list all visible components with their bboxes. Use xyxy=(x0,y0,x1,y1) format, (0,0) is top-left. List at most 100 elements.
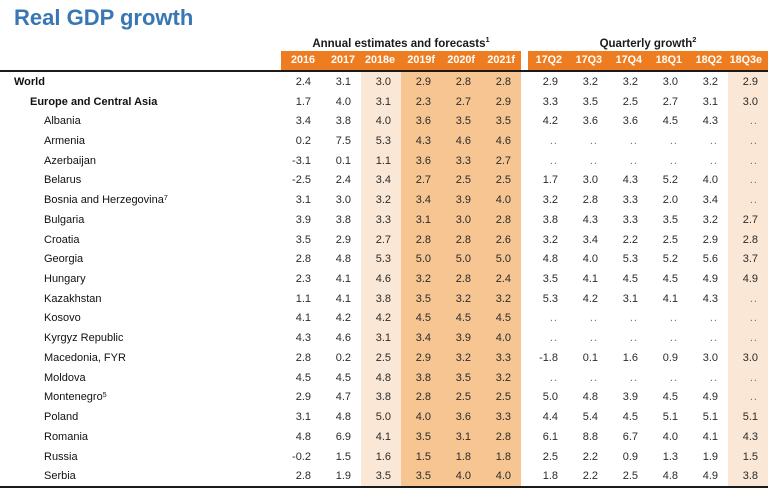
data-cell: 4.6 xyxy=(361,269,401,289)
data-cell: 2.5 xyxy=(441,387,481,408)
data-cell: 3.2 xyxy=(481,288,521,309)
data-cell: 2.8 xyxy=(295,253,311,266)
data-cell: 3.1 xyxy=(702,95,718,108)
row-gap xyxy=(521,407,528,427)
data-cell: .. xyxy=(629,312,638,325)
data-cell: 3.3 xyxy=(622,194,638,207)
data-cell: 4.0 xyxy=(702,174,718,187)
data-cell: 4.3 xyxy=(728,426,768,447)
data-cell: 3.5 xyxy=(401,288,441,309)
data-cell: 2.7 xyxy=(361,229,401,250)
data-cell: 5.3 xyxy=(542,292,558,305)
data-cell: 2.9 xyxy=(481,91,521,112)
data-cell: 3.4 xyxy=(582,233,598,246)
row-label: Kazakhstan xyxy=(44,292,102,305)
data-cell: 4.5 xyxy=(335,371,351,384)
data-cell: .. xyxy=(709,312,718,325)
data-cell: 3.0 xyxy=(728,91,768,112)
row-gap xyxy=(521,190,528,210)
table-row: Moldova 4.5 4.5 4.8 3.8 3.5 3.2............ xyxy=(0,367,768,388)
data-cell: -1.8 xyxy=(539,351,558,364)
data-cell: 3.5 xyxy=(401,426,441,447)
data-cell: 2.8 xyxy=(295,470,311,483)
data-cell: 5.4 xyxy=(582,411,598,424)
data-cell: 4.0 xyxy=(335,95,351,108)
data-cell: 2.5 xyxy=(542,450,558,463)
data-cell: 3.2 xyxy=(361,190,401,211)
data-cell: 3.5 xyxy=(441,367,481,388)
data-cell: 3.5 xyxy=(481,111,521,132)
data-cell: 4.0 xyxy=(481,328,521,349)
data-cell: .. xyxy=(728,288,768,309)
gdp-table: Annual estimates and forecasts1 Quarterl… xyxy=(0,33,768,489)
data-cell: 3.2 xyxy=(481,367,521,388)
data-cell: 4.0 xyxy=(481,190,521,211)
data-cell: 3.2 xyxy=(441,348,481,368)
data-cell: 3.6 xyxy=(441,407,481,427)
row-label: Bulgaria xyxy=(44,213,85,226)
table-row: Kazakhstan 1.1 4.1 3.8 3.5 3.2 3.2 5.3 4.2 3.1 4.1… xyxy=(0,288,768,309)
data-cell: 3.1 xyxy=(295,411,311,424)
data-cell: 5.1 xyxy=(728,407,768,427)
table-row: Hungary 2.3 4.1 4.6 3.2 2.8 2.4 3.5 4.1 4.5 4.5 4.9… xyxy=(0,269,768,289)
data-cell: 5.2 xyxy=(662,174,678,187)
data-cell: 4.6 xyxy=(441,131,481,151)
data-cell: 2.4 xyxy=(335,174,351,187)
data-cell: 2.5 xyxy=(622,95,638,108)
data-cell: 1.5 xyxy=(401,446,441,467)
data-cell: 4.1 xyxy=(295,312,311,325)
data-cell: 3.9 xyxy=(441,328,481,349)
row-label: Bosnia and Herzegovina 7 xyxy=(44,194,168,207)
data-cell: 4.1 xyxy=(582,273,598,286)
data-cell: .. xyxy=(549,332,558,345)
data-cell: 1.7 xyxy=(542,174,558,187)
quarterly-group-footnote: 2 xyxy=(692,35,697,45)
row-gap xyxy=(521,466,528,486)
data-cell: 4.0 xyxy=(662,430,678,443)
data-cell: 1.8 xyxy=(481,446,521,467)
data-cell: 3.3 xyxy=(481,407,521,427)
quarterly-group-header: Quarterly growth2 xyxy=(528,35,768,50)
column-header: 2016 xyxy=(281,51,321,70)
data-cell: 5.0 xyxy=(481,249,521,270)
row-gap xyxy=(521,131,528,151)
row-gap xyxy=(521,309,528,329)
row-label: Kyrgyz Republic xyxy=(44,332,124,345)
data-cell: 4.1 xyxy=(361,426,401,447)
data-cell: 2.9 xyxy=(728,72,768,92)
data-cell: 3.6 xyxy=(622,115,638,128)
data-cell: 4.9 xyxy=(702,391,718,404)
data-cell: .. xyxy=(728,170,768,191)
data-cell: 3.4 xyxy=(401,328,441,349)
data-cell: 0.1 xyxy=(335,154,351,167)
data-cell: 3.2 xyxy=(542,194,558,207)
data-cell: 0.1 xyxy=(582,351,598,364)
table-row: Serbia 2.8 1.9 3.5 3.5 4.0 4.0 1.8 2.2 2.5 4.8 4.9 3… xyxy=(0,466,768,487)
data-cell: 4.9 xyxy=(702,273,718,286)
data-cell: .. xyxy=(669,332,678,345)
data-cell: 2.8 xyxy=(728,229,768,250)
data-cell: 4.1 xyxy=(335,292,351,305)
row-label: Europe and Central Asia xyxy=(30,95,158,108)
data-cell: 6.1 xyxy=(542,430,558,443)
data-cell: 4.8 xyxy=(335,411,351,424)
data-cell: 1.8 xyxy=(441,446,481,467)
data-cell: 4.2 xyxy=(335,312,351,325)
column-header-row: 2016 2017 2018e 2019f 2020f 2021f 17Q2 17Q3 17Q… xyxy=(0,51,768,72)
row-label: Hungary xyxy=(44,273,86,286)
data-cell: 4.3 xyxy=(622,174,638,187)
data-cell: 2.8 xyxy=(441,269,481,289)
data-cell: 2.8 xyxy=(582,194,598,207)
column-header-spacer xyxy=(0,51,281,70)
data-cell: 4.4 xyxy=(542,411,558,424)
data-cell: 3.1 xyxy=(295,194,311,207)
data-cell: 1.3 xyxy=(662,450,678,463)
row-gap xyxy=(521,289,528,309)
data-cell: 2.7 xyxy=(728,210,768,230)
row-label: Azerbaijan xyxy=(44,154,96,167)
data-cell: 2.8 xyxy=(441,229,481,250)
row-label: Croatia xyxy=(44,233,80,246)
data-cell: .. xyxy=(589,154,598,167)
data-cell: 2.2 xyxy=(582,470,598,483)
